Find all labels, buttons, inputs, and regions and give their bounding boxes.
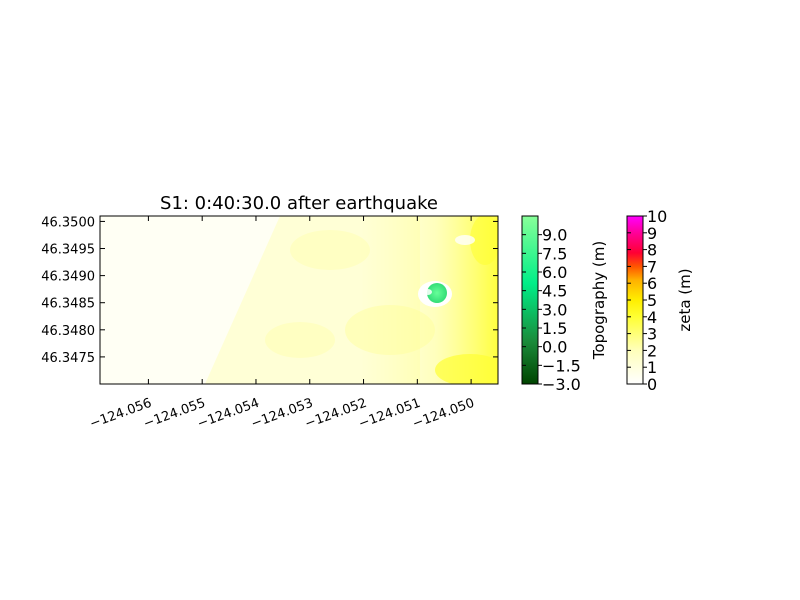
chart-title: S1: 0:40:30.0 after earthquake [160, 193, 438, 214]
topography-colorbar-ticks: −3.0−1.50.01.53.04.56.07.59.0 [522, 226, 581, 394]
colorbar-tick-label: 4 [647, 308, 657, 327]
colorbar-tick-label: 6.0 [542, 263, 567, 282]
x-tick-label: −124.050 [411, 396, 477, 432]
colorbar-tick-label: 3.0 [542, 300, 567, 319]
topography-colorbar-label: Topography (m) [590, 241, 608, 360]
y-tick-label: 46.3495 [41, 243, 95, 258]
colorbar-tick-label: 0.0 [542, 338, 567, 357]
colorbar-tick-label: −3.0 [542, 375, 581, 394]
y-tick-label: 46.3490 [41, 270, 95, 285]
colorbar-tick-label: 6 [647, 274, 657, 293]
colorbar-tick-label: 10 [647, 207, 667, 226]
colorbar-tick-label: 1 [647, 358, 657, 377]
colorbar-tick-label: 9 [647, 224, 657, 243]
colorbar-tick-label: 4.5 [542, 282, 567, 301]
colorbar-tick-label: 3 [647, 325, 657, 344]
colorbar-tick-label: 5 [647, 291, 657, 310]
zeta-colorbar-label: zeta (m) [676, 268, 694, 331]
y-tick-label: 46.3485 [41, 297, 95, 312]
colorbar-tick-label: 9.0 [542, 226, 567, 245]
colorbar-tick-label: 2 [647, 341, 657, 360]
y-axis-ticks: 46.3475 46.3480 46.3485 46.3490 46.3495 46.35… [41, 215, 498, 366]
y-tick-label: 46.3475 [41, 351, 95, 366]
topography-colorbar [521, 215, 539, 385]
plot-frame [99, 215, 499, 385]
colorbar-tick-label: 0 [647, 375, 657, 394]
heatmap-field [100, 216, 498, 384]
y-tick-label: 46.3480 [41, 324, 95, 339]
colorbar-tick-label: 8 [647, 241, 657, 260]
colorbar-tick-label: 7 [647, 257, 657, 276]
colorbar-tick-label: −1.5 [542, 356, 581, 375]
y-tick-label: 46.3500 [41, 215, 95, 230]
colorbar-tick-label: 7.5 [542, 244, 567, 263]
colorbar-tick-label: 1.5 [542, 319, 567, 338]
